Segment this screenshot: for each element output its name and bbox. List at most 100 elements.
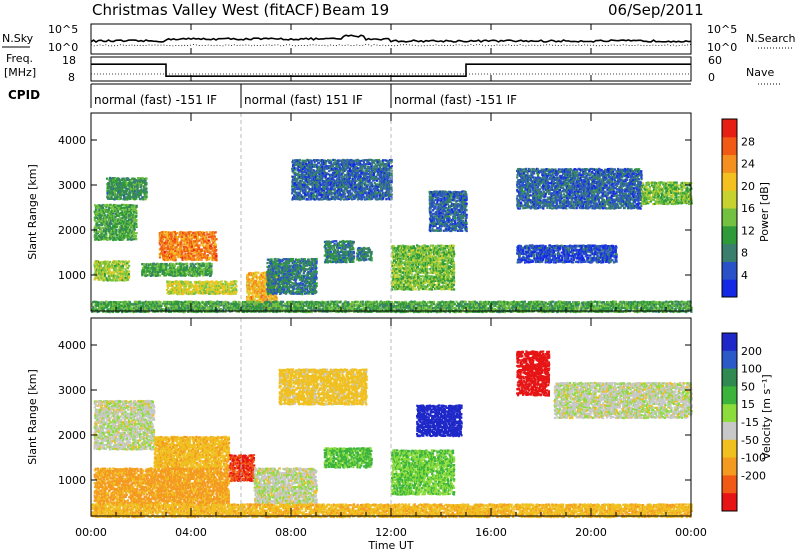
range-cell xyxy=(176,251,179,255)
range-cell xyxy=(162,270,165,273)
range-cell xyxy=(133,181,137,184)
range-cell xyxy=(212,237,215,240)
range-cell xyxy=(200,264,203,267)
range-cell xyxy=(118,230,121,233)
range-cell xyxy=(169,284,172,287)
range-cell xyxy=(188,248,191,251)
range-cell xyxy=(217,288,220,291)
range-cell xyxy=(183,288,186,291)
range-cell xyxy=(115,225,118,228)
range-cell xyxy=(120,273,123,276)
range-cell xyxy=(96,238,99,241)
range-cell xyxy=(280,262,283,265)
range-cell xyxy=(108,210,111,213)
range-cell xyxy=(326,167,329,170)
range-cell xyxy=(183,243,186,246)
range-cell xyxy=(183,250,186,253)
range-cell xyxy=(134,183,137,186)
range-cell xyxy=(106,189,109,192)
range-cell xyxy=(114,191,117,194)
range-cell xyxy=(188,288,191,291)
range-cell xyxy=(248,278,251,281)
range-cell xyxy=(163,243,166,247)
range-cell xyxy=(139,192,142,195)
range-cell xyxy=(98,210,101,213)
range-cell xyxy=(176,266,180,269)
range-cell xyxy=(180,230,183,234)
range-cell xyxy=(277,278,280,281)
range-cell xyxy=(128,193,131,196)
range-cell xyxy=(268,264,271,268)
range-cell xyxy=(193,281,196,284)
range-cell xyxy=(250,288,253,291)
range-cell xyxy=(106,238,109,241)
range-cell xyxy=(217,281,220,284)
range-cell xyxy=(119,274,122,277)
range-cell xyxy=(175,247,178,250)
range-cell xyxy=(104,224,107,227)
range-cell xyxy=(168,283,172,286)
sky-right-tick-top: 10^5 xyxy=(707,23,737,36)
range-cell xyxy=(127,232,130,235)
range-cell xyxy=(352,260,355,263)
range-cell xyxy=(275,296,278,299)
range-cell xyxy=(188,270,191,273)
range-cell xyxy=(213,252,217,255)
range-cell xyxy=(137,191,140,194)
range-cell xyxy=(131,197,134,200)
range-cell xyxy=(196,240,200,243)
range-cell xyxy=(277,284,280,287)
range-cell xyxy=(198,274,201,277)
range-cell xyxy=(103,236,106,239)
range-cell xyxy=(175,242,178,245)
range-cell xyxy=(205,282,208,285)
range-cell xyxy=(215,238,218,241)
range-cell xyxy=(196,288,199,291)
range-cell xyxy=(98,230,101,233)
range-cell xyxy=(127,226,130,229)
range-cell xyxy=(167,258,170,261)
range-cell xyxy=(235,285,238,288)
range-cell xyxy=(249,286,252,289)
range-cell xyxy=(100,228,103,231)
range-cell xyxy=(198,264,201,267)
range-cell xyxy=(175,246,178,249)
range-cell xyxy=(206,254,209,257)
range-cell xyxy=(233,290,236,293)
range-cell xyxy=(112,224,115,227)
range-cell xyxy=(208,292,211,295)
range-cell xyxy=(112,220,115,223)
range-cell xyxy=(228,286,231,289)
range-cell xyxy=(178,269,181,272)
range-cell xyxy=(128,182,131,185)
range-cell xyxy=(352,250,355,254)
range-cell xyxy=(197,244,200,247)
range-cell xyxy=(257,285,260,288)
range-cell xyxy=(96,224,99,227)
range-cell xyxy=(112,214,115,217)
range-cell xyxy=(128,183,131,187)
range-cell xyxy=(116,273,120,276)
range-cell xyxy=(148,272,151,275)
range-cell xyxy=(314,264,317,267)
range-cell xyxy=(271,264,274,267)
range-cell xyxy=(124,274,127,277)
range-cell xyxy=(179,274,182,277)
range-cell xyxy=(167,286,170,289)
range-cell xyxy=(112,238,116,241)
range-cell xyxy=(179,268,182,271)
range-cell xyxy=(168,256,171,259)
range-cell xyxy=(263,279,267,282)
range-cell xyxy=(109,220,112,223)
range-cell xyxy=(274,280,277,283)
range-cell xyxy=(131,224,134,228)
range-cell xyxy=(168,254,172,257)
range-cell xyxy=(367,254,370,258)
range-cell xyxy=(171,272,174,275)
range-cell xyxy=(181,252,184,255)
range-cell xyxy=(195,281,198,284)
range-cell xyxy=(129,232,132,235)
range-cell xyxy=(196,274,199,277)
range-cell xyxy=(113,268,116,271)
range-cell xyxy=(103,214,106,217)
